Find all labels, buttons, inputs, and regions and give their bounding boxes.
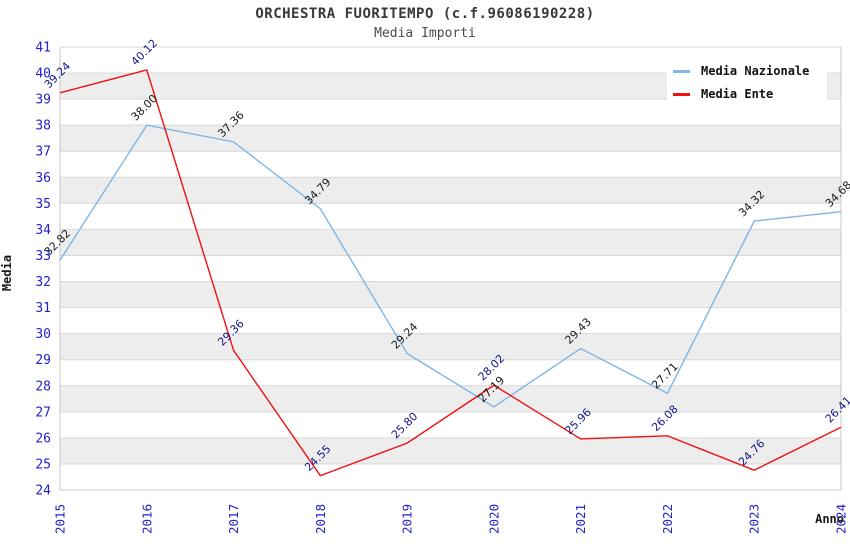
legend-swatch-media-ente (673, 92, 690, 96)
svg-text:25: 25 (35, 457, 51, 472)
svg-text:36: 36 (35, 171, 51, 186)
series-media-nazionale (59, 124, 842, 408)
legend-item-media-ente: Media Ente (673, 87, 821, 101)
legend-item-media-nazionale: Media Nazionale (673, 64, 821, 78)
svg-text:39: 39 (35, 93, 51, 108)
svg-text:33: 33 (35, 249, 51, 264)
legend: Media Nazionale Media Ente (667, 56, 827, 109)
chart-title: ORCHESTRA FUORITEMPO (c.f.96086190228) (255, 6, 595, 22)
svg-text:32: 32 (35, 275, 51, 290)
svg-text:2017: 2017 (226, 504, 241, 534)
svg-text:30: 30 (35, 327, 51, 342)
svg-text:41: 41 (35, 41, 51, 56)
svg-text:2016: 2016 (139, 504, 154, 534)
svg-text:27: 27 (35, 405, 51, 420)
series-media-ente (59, 69, 842, 477)
legend-label: Media Ente (701, 87, 774, 101)
svg-text:37: 37 (35, 145, 51, 160)
legend-label: Media Nazionale (701, 64, 810, 78)
svg-text:28: 28 (35, 379, 51, 394)
svg-text:24: 24 (35, 484, 51, 499)
svg-text:2023: 2023 (747, 504, 762, 534)
legend-swatch-media-nazionale (673, 69, 690, 73)
svg-text:35: 35 (35, 197, 51, 212)
svg-text:2015: 2015 (53, 504, 68, 534)
svg-text:40: 40 (35, 67, 51, 82)
axis-spines (59, 47, 842, 491)
y-tick-labels: 24 25 26 27 28 29 30 31 32 33 34 35 36 37 38 39 40 41 (35, 41, 51, 499)
svg-text:26: 26 (35, 431, 51, 446)
svg-text:2019: 2019 (400, 504, 415, 534)
svg-text:31: 31 (35, 301, 51, 316)
svg-text:2020: 2020 (486, 504, 501, 534)
svg-text:38: 38 (35, 119, 51, 134)
x-tick-labels: 2015 2016 2017 2018 2019 2020 2021 2022 2023 2024 (53, 504, 849, 534)
chart-subtitle: Media Importi (374, 26, 476, 41)
svg-text:34: 34 (35, 223, 51, 238)
svg-text:2024: 2024 (834, 504, 849, 534)
plot-bands (60, 47, 841, 490)
svg-text:2018: 2018 (313, 504, 328, 534)
y-axis-title: Media (0, 254, 14, 292)
svg-text:2022: 2022 (660, 504, 675, 534)
svg-text:2021: 2021 (573, 504, 588, 534)
x-axis-title: Anno (815, 512, 844, 526)
svg-text:29: 29 (35, 353, 51, 368)
